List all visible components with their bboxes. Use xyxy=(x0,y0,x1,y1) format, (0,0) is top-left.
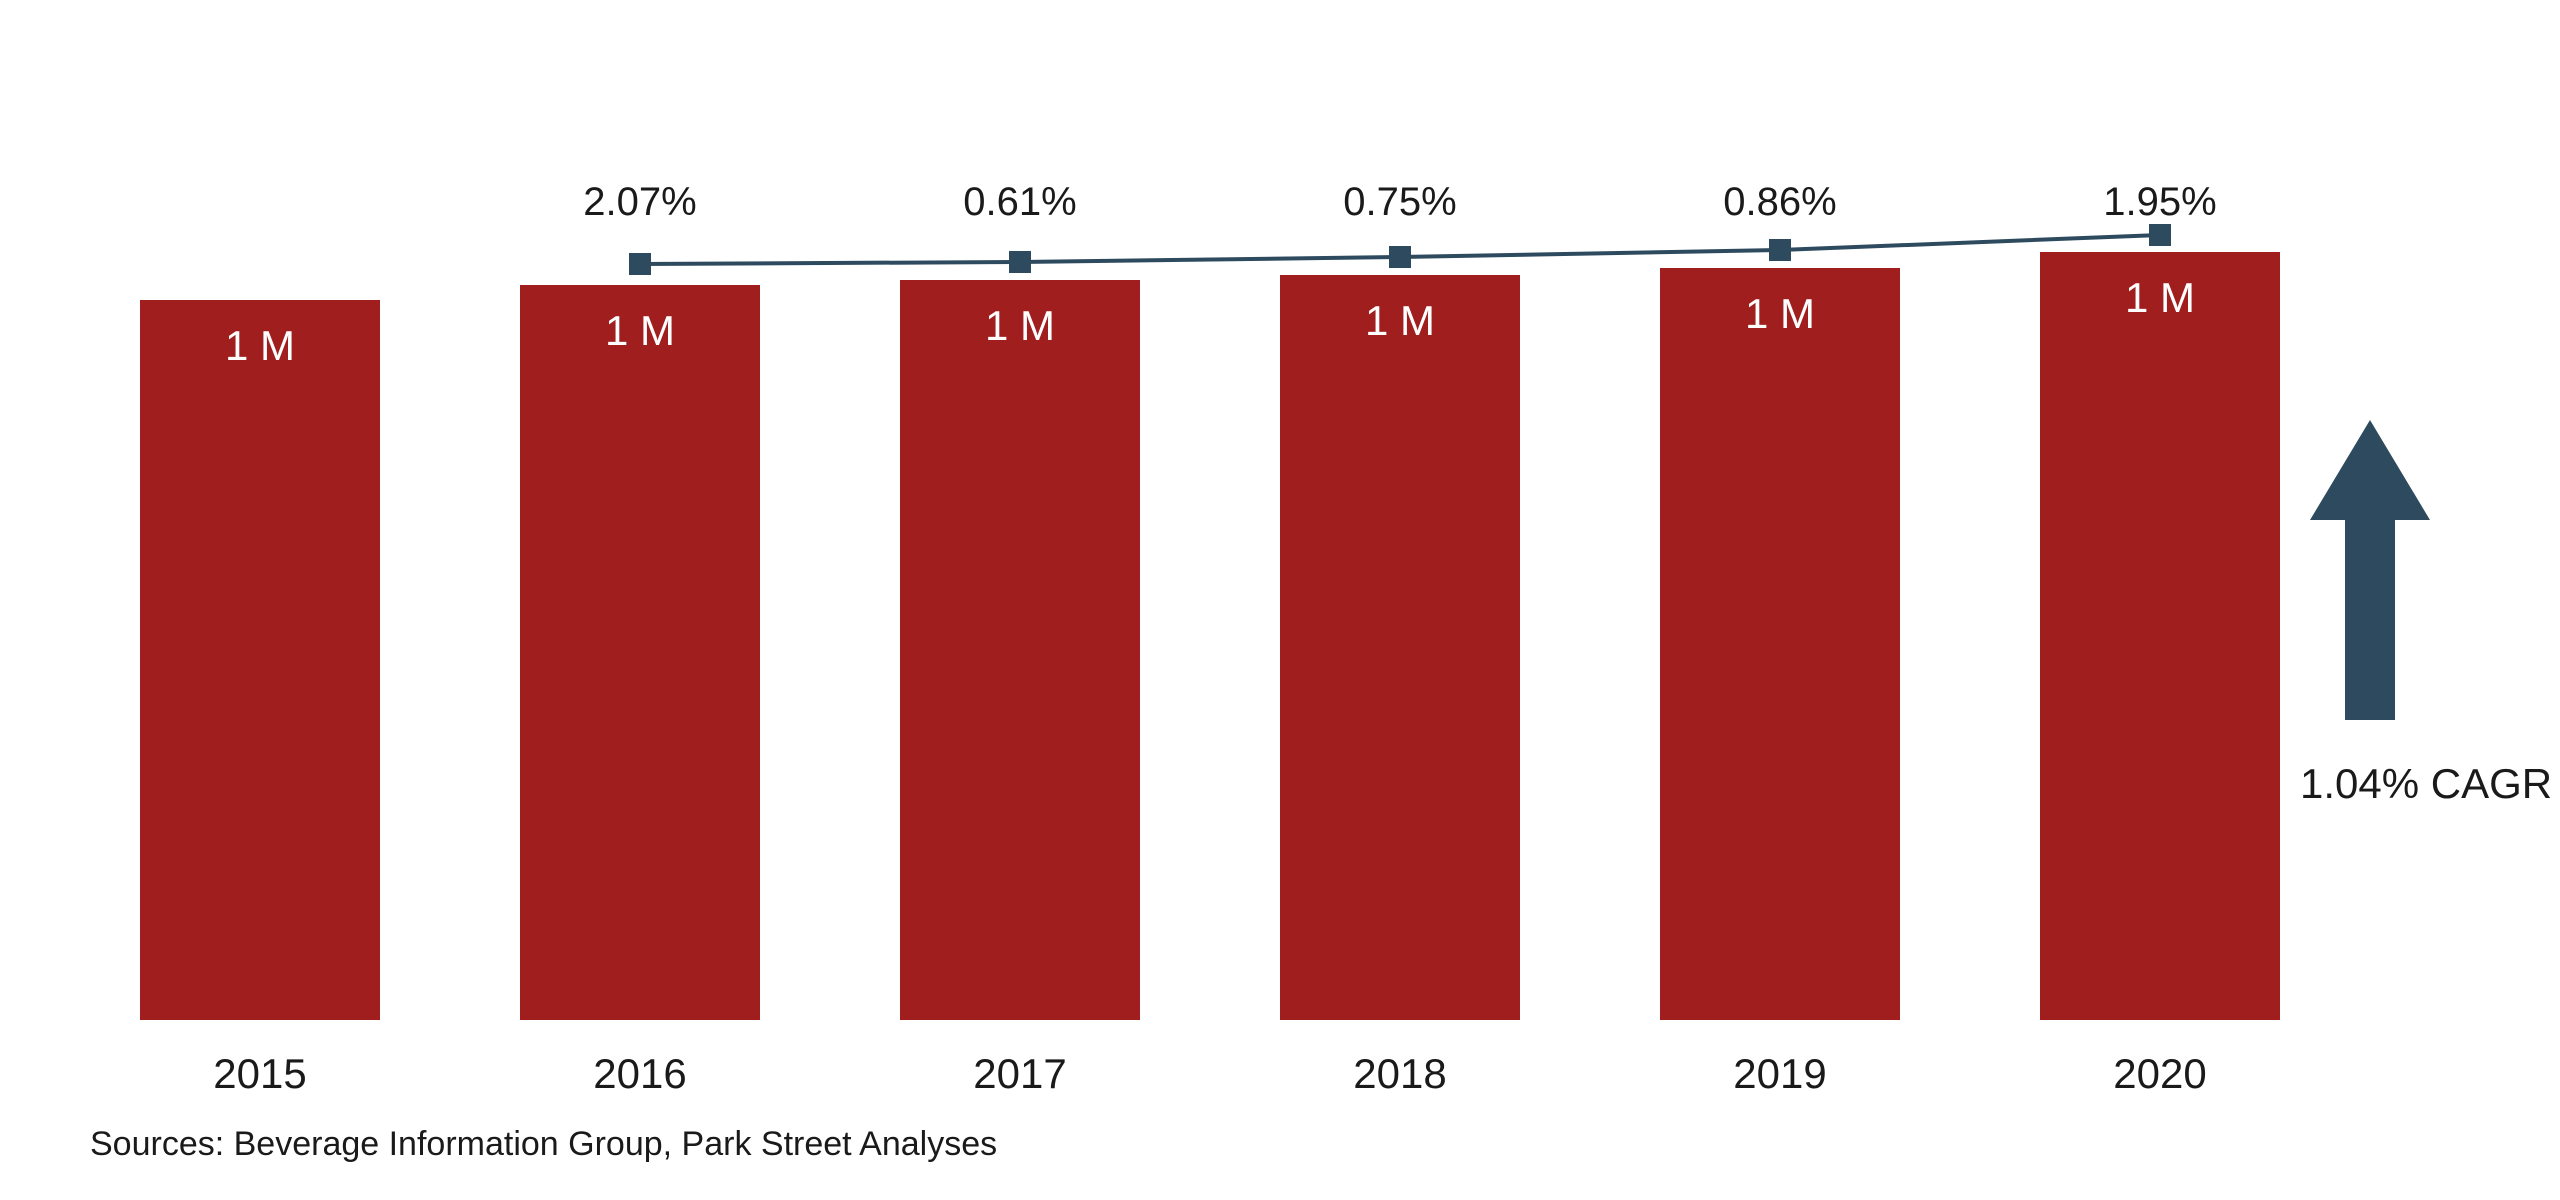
cagr-arrow xyxy=(2310,420,2430,720)
year-label: 2016 xyxy=(593,1050,686,1098)
growth-label: 0.75% xyxy=(1343,180,1456,225)
growth-label: 0.86% xyxy=(1723,180,1836,225)
bar-value-label: 1 M xyxy=(1365,297,1435,345)
year-label: 2017 xyxy=(973,1050,1066,1098)
cagr-label: 1.04% CAGR xyxy=(2300,760,2552,808)
growth-label: 2.07% xyxy=(583,180,696,225)
bar-value-label: 1 M xyxy=(2125,274,2195,322)
bars-group xyxy=(140,252,2280,1020)
bar-value-label: 1 M xyxy=(985,302,1055,350)
growth-label: 0.61% xyxy=(963,180,1076,225)
year-label: 2019 xyxy=(1733,1050,1826,1098)
year-label: 2018 xyxy=(1353,1050,1446,1098)
growth-markers xyxy=(629,224,2171,275)
source-label: Sources: Beverage Information Group, Par… xyxy=(90,1125,997,1164)
year-label: 2020 xyxy=(2113,1050,2206,1098)
bar-value-label: 1 M xyxy=(1745,290,1815,338)
year-label: 2015 xyxy=(213,1050,306,1098)
growth-label: 1.95% xyxy=(2103,180,2216,225)
bar-value-label: 1 M xyxy=(605,307,675,355)
bar-value-label: 1 M xyxy=(225,322,295,370)
chart-stage: 1 M 1 M 1 M 1 M 1 M 1 M 2.07% 0.61% 0.75… xyxy=(0,0,2560,1200)
